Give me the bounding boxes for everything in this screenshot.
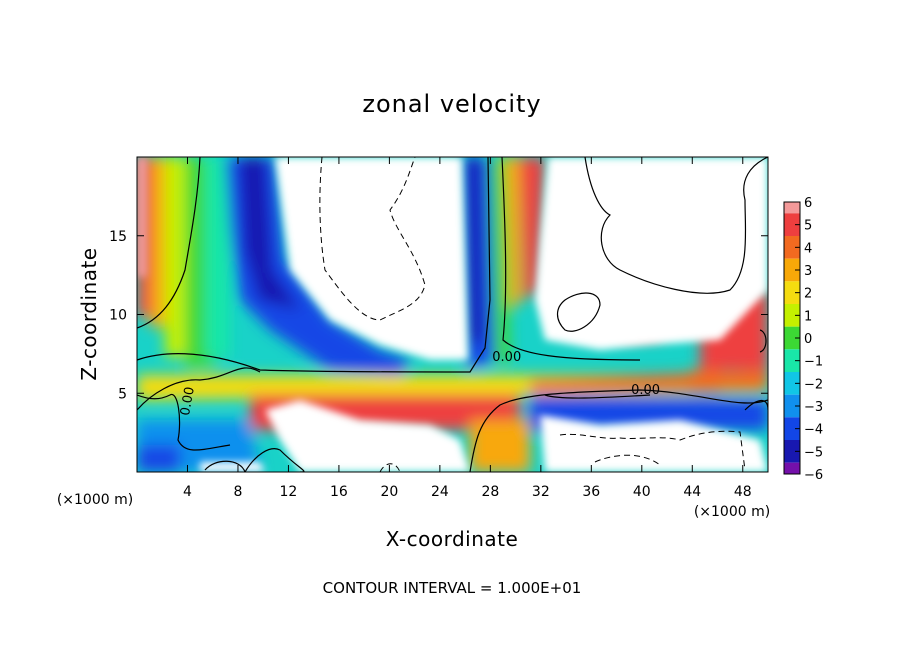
x-axis-title: X-coordinate — [386, 527, 519, 551]
x-tick-label: 40 — [633, 484, 651, 500]
x-tick-label: 16 — [330, 484, 348, 500]
contour-label: 0.00 — [492, 350, 521, 365]
colorbar-swatch — [784, 281, 800, 294]
colorbar-swatch — [784, 394, 800, 407]
colorbar-swatch — [784, 304, 800, 316]
colorbar-swatch — [784, 247, 800, 259]
x-tick-label: 20 — [380, 484, 398, 500]
colorbar: 6 5 4 3 2 1 0 −1 −2 −3 −4 −5 −6 — [783, 196, 823, 483]
z-unit-label: (×1000 m) — [57, 492, 133, 508]
x-tick-label: 48 — [734, 484, 752, 500]
colorbar-label: 3 — [804, 264, 812, 279]
colorbar-swatch — [784, 440, 800, 452]
colorbar-swatch — [784, 258, 800, 271]
colorbar-swatch — [784, 202, 800, 214]
colorbar-swatch — [784, 236, 800, 248]
colorbar-label: 2 — [804, 287, 812, 302]
colorbar-swatch — [784, 292, 800, 304]
colorbar-swatch — [784, 326, 800, 339]
contour-label: 0.00 — [631, 383, 660, 398]
x-axis-ticks: 4 8 12 16 20 24 28 32 36 40 44 48 — [183, 157, 752, 500]
colorbar-label: −4 — [804, 423, 823, 438]
colorbar-label: 0 — [804, 332, 812, 347]
colorbar-swatch — [784, 372, 800, 384]
colorbar-swatch — [784, 428, 800, 440]
colorbar-swatch — [784, 462, 800, 475]
contour-label: 0.00 — [178, 386, 198, 417]
colorbar-label: 5 — [804, 219, 812, 234]
x-tick-label: 24 — [431, 484, 449, 500]
colorbar-swatch — [784, 349, 800, 362]
contour-labels: 0.00 0.00 0.00 — [178, 350, 660, 417]
x-tick-label: 32 — [532, 484, 550, 500]
colorbar-label: −5 — [804, 445, 823, 460]
contour-interval-note: CONTOUR INTERVAL = 1.000E+01 — [323, 579, 582, 597]
colorbar-swatch — [784, 383, 800, 395]
colorbar-swatch — [784, 338, 800, 350]
x-tick-label: 12 — [280, 484, 298, 500]
colorbar-swatch — [784, 406, 800, 418]
y-tick-label: 15 — [109, 229, 127, 245]
colorbar-label: 1 — [804, 309, 812, 324]
velocity-field — [137, 157, 768, 472]
chart-title: zonal velocity — [362, 90, 541, 118]
colorbar-label: −2 — [804, 377, 823, 392]
colorbar-swatch — [784, 417, 800, 430]
colorbar-label: 4 — [804, 241, 812, 256]
colorbar-swatch — [784, 360, 800, 372]
colorbar-label: −6 — [804, 468, 823, 483]
colorbar-swatch — [784, 315, 800, 327]
x-tick-label: 36 — [582, 484, 600, 500]
colorbar-swatch — [784, 451, 800, 463]
x-tick-label: 4 — [183, 484, 192, 500]
colorbar-label: −1 — [804, 355, 823, 370]
y-axis-title: Z-coordinate — [77, 247, 101, 380]
y-axis-ticks: 5 10 15 — [109, 229, 768, 402]
y-tick-label: 5 — [118, 386, 127, 402]
x-tick-label: 8 — [233, 484, 242, 500]
colorbar-swatch — [784, 270, 800, 282]
x-unit-label: (×1000 m) — [694, 504, 770, 520]
colorbar-swatch — [784, 213, 800, 226]
y-tick-label: 10 — [109, 308, 127, 324]
colorbar-swatch — [784, 224, 800, 236]
x-tick-label: 28 — [481, 484, 499, 500]
colorbar-label: 6 — [804, 196, 812, 211]
colorbar-label: −3 — [804, 400, 823, 415]
x-tick-label: 44 — [683, 484, 701, 500]
